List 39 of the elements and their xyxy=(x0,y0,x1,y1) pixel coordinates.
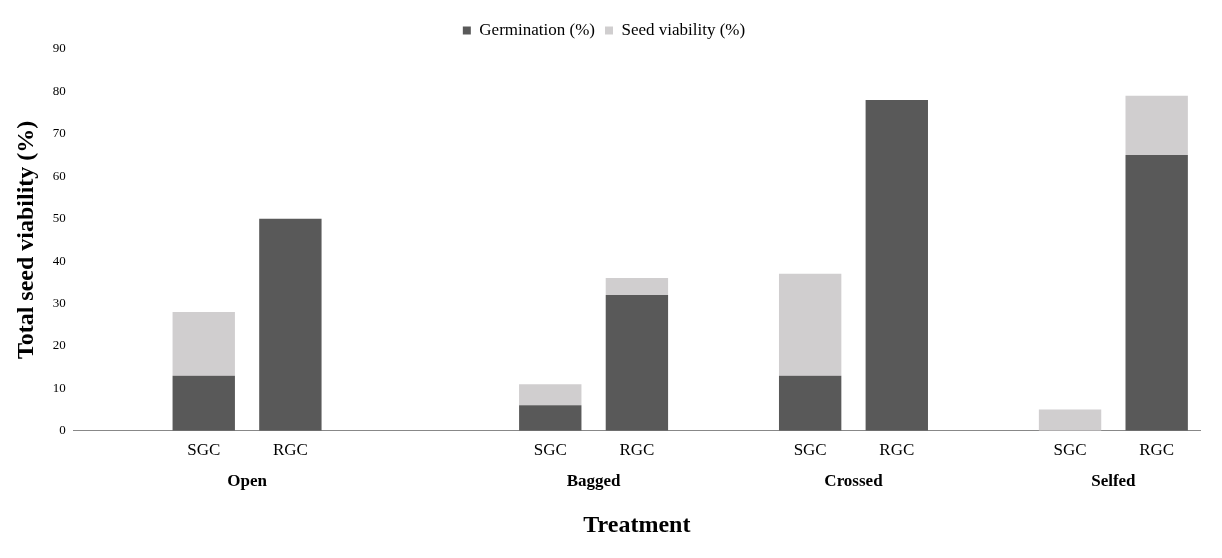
legend-label: Germination (%) xyxy=(479,19,595,39)
y-tick-label: 70 xyxy=(52,125,66,141)
bar xyxy=(519,405,582,431)
bar xyxy=(605,278,669,296)
bar xyxy=(1038,409,1102,431)
bar xyxy=(172,312,235,376)
x-axis-title: Treatment xyxy=(583,510,691,537)
text: Crossed xyxy=(824,470,884,490)
x-tick-label: RGC xyxy=(879,440,915,460)
text: Selfed xyxy=(1091,470,1137,490)
x-tick-label: SGC xyxy=(187,440,221,460)
text: Open xyxy=(227,470,268,490)
y-tick-label: 0 xyxy=(59,422,66,438)
y-tick-label: 90 xyxy=(52,40,66,56)
y-tick-label: 10 xyxy=(52,379,66,395)
text: Bagged xyxy=(566,470,622,490)
bar xyxy=(172,375,235,431)
y-tick-label: 30 xyxy=(52,294,66,310)
bar xyxy=(1125,95,1188,156)
x-tick-label: RGC xyxy=(1139,440,1175,460)
bar xyxy=(259,218,322,431)
legend-label: Seed viability (%) xyxy=(621,19,746,39)
bar xyxy=(519,384,582,406)
y-axis-title: Total seed viability (%) xyxy=(11,120,38,360)
bar xyxy=(865,99,928,431)
x-tick-label: SGC xyxy=(793,440,827,460)
bar xyxy=(778,375,842,431)
y-tick-label: 80 xyxy=(52,82,66,98)
bar xyxy=(778,273,842,376)
x-tick-label: RGC xyxy=(619,440,655,460)
x-tick-label: RGC xyxy=(272,440,308,460)
x-tick-label: SGC xyxy=(1053,440,1087,460)
y-tick-label: 40 xyxy=(52,252,66,268)
bar xyxy=(605,295,669,431)
x-tick-label: SGC xyxy=(533,440,567,460)
bar xyxy=(1125,155,1188,431)
y-tick-label: 60 xyxy=(52,167,66,183)
y-tick-label: 20 xyxy=(52,337,66,353)
y-tick-label: 50 xyxy=(52,210,66,226)
